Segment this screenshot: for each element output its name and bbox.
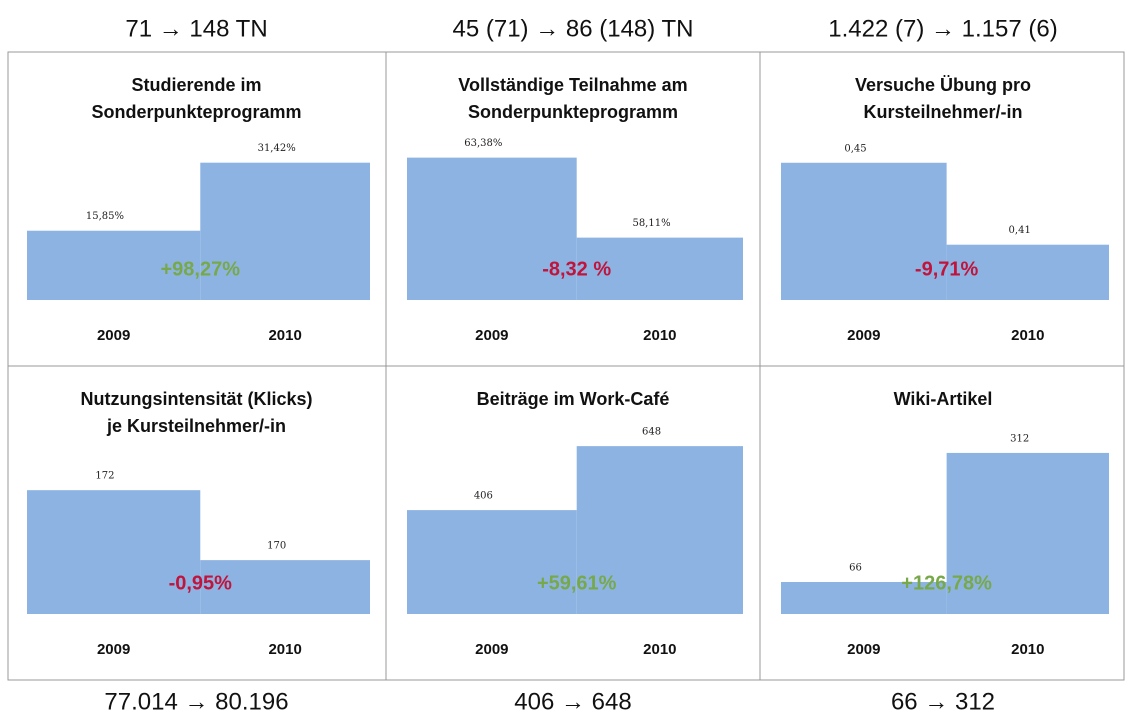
chart-title: Studierende im [131,75,261,95]
value-label: 172 [95,471,114,482]
bar [576,237,743,300]
chart-title: je Kursteilnehmer/-in [106,416,286,436]
x-tick-label: 2010 [268,641,301,658]
value-label: 312 [1010,433,1029,444]
x-tick-label: 2009 [97,327,130,344]
change-annotation: -9,71% [915,258,979,280]
x-tick-label: 2010 [643,327,676,344]
change-annotation: +98,27% [161,258,241,280]
value-label: 15,85% [86,211,124,222]
x-tick-label: 2009 [475,641,508,658]
chart-title: Beiträge im Work-Café [477,389,670,409]
bar [27,230,201,300]
chart-title: Kursteilnehmer/-in [863,102,1022,122]
bar [946,452,1109,614]
x-tick-label: 2009 [847,641,880,658]
bottom-label: 77.014 → 80.196 [104,688,288,715]
bar [27,490,201,614]
chart-title: Versuche Übung pro [855,75,1031,95]
x-tick-label: 2010 [1011,641,1044,658]
chart-title: Sonderpunkteprogramm [468,102,678,122]
value-label: 406 [474,491,493,502]
chart-title: Vollständige Teilnahme am [458,75,687,95]
x-tick-label: 2010 [268,327,301,344]
change-annotation: -8,32 % [542,258,611,280]
bottom-label: 66 → 312 [891,688,995,715]
change-annotation: +59,61% [537,572,617,594]
top-label: 71 → 148 TN [125,15,267,42]
value-label: 0,45 [844,143,866,154]
x-tick-label: 2009 [97,641,130,658]
bar [781,581,947,614]
change-annotation: -0,95% [169,572,233,594]
x-tick-label: 2009 [847,327,880,344]
x-tick-label: 2010 [643,641,676,658]
value-label: 170 [267,541,286,552]
value-label: 66 [849,562,862,573]
bottom-label: 406 → 648 [514,688,631,715]
bar [946,244,1109,300]
top-label: 1.422 (7) → 1.157 (6) [828,15,1057,42]
change-annotation: +126,78% [901,572,992,594]
top-label: 45 (71) → 86 (148) TN [453,15,694,42]
chart-title: Wiki-Artikel [894,389,993,409]
chart-title: Nutzungsintensität (Klicks) [80,389,312,409]
bar [781,162,947,300]
bar [407,157,577,300]
bar [200,560,370,614]
value-label: 31,42% [258,143,296,154]
value-label: 0,41 [1009,225,1031,236]
value-label: 58,11% [632,218,670,229]
bar [576,446,743,614]
value-label: 63,38% [464,138,502,149]
bar [200,162,370,300]
x-tick-label: 2009 [475,327,508,344]
x-tick-label: 2010 [1011,327,1044,344]
bar [407,510,577,614]
value-label: 648 [642,427,661,438]
chart-title: Sonderpunkteprogramm [91,102,301,122]
